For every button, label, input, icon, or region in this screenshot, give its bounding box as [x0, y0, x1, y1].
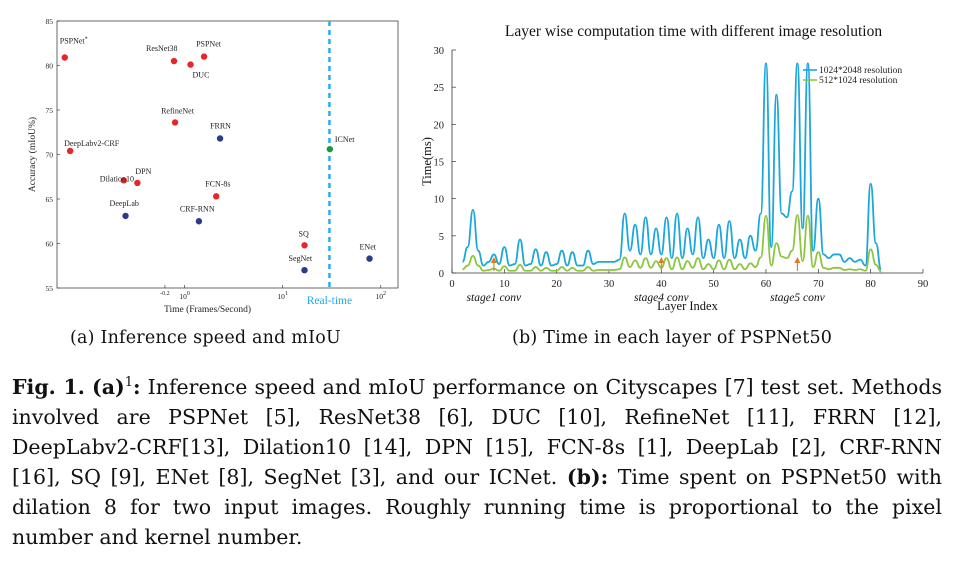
data-point-frrn: [216, 135, 224, 142]
legend-label: 1024*2048 resolution: [819, 66, 902, 76]
stage-arrow-head: [794, 257, 801, 263]
data-point-deeplabv2-crf: [66, 147, 74, 155]
data-point-icnet: [326, 145, 334, 153]
data-point-fcn-8s: [212, 193, 220, 200]
x-tick-label: 10: [499, 279, 510, 290]
x-axis-label: Layer Index: [657, 299, 718, 313]
point-label: PSPNet*: [60, 36, 88, 45]
x-tick-label: 60: [761, 279, 772, 290]
x-tick-label: 50: [708, 279, 719, 290]
y-tick-label: 10: [434, 195, 445, 206]
y-tick-label: 55: [46, 284, 54, 293]
point-label: ICNet: [335, 135, 355, 144]
realtime-label: Real-time: [307, 295, 352, 307]
stage-arrow-head: [490, 257, 497, 263]
point-label: DeepLabv2-CRF: [64, 139, 120, 148]
series-line-low-res: [462, 214, 882, 273]
caption-part-b: (b):: [566, 465, 609, 489]
point-label: SQ: [299, 229, 309, 238]
y-tick-label: 30: [434, 46, 445, 57]
data-point-pspnet: [61, 54, 68, 61]
caption-text-a: Inference speed and mIoU performance on …: [12, 375, 942, 489]
point-label: Dilation10: [100, 174, 134, 183]
point-label: SegNet: [289, 254, 313, 263]
data-point-duc: [187, 61, 194, 68]
chart-b-axes: Layer wise computation time with differe…: [420, 23, 928, 313]
data-point-resnet38: [170, 57, 178, 65]
line-chart: Layer wise computation time with differe…: [420, 23, 928, 313]
data-point-sq: [301, 242, 308, 249]
stage-label: stage1 conv: [467, 292, 523, 304]
point-label: PSPNet: [196, 40, 222, 49]
x-tick-label: 90: [918, 279, 929, 290]
y-tick-label: 5: [439, 232, 444, 243]
y-axis-label: Time(ms): [420, 137, 434, 186]
y-tick-label: 25: [434, 83, 445, 94]
legend-label: 512*1024 resolution: [819, 76, 898, 86]
y-tick-label: 20: [434, 120, 445, 131]
chart-title: Layer wise computation time with differe…: [505, 23, 882, 40]
stage-label: stage4 conv: [634, 292, 690, 304]
y-tick-label: 0: [439, 269, 444, 280]
point-label: CRF-RNN: [180, 204, 215, 213]
caption-text-b: Time spent on PSPNet50 with dilation 8 f…: [12, 465, 942, 549]
subfigure-caption-b: (b) Time in each layer of PSPNet50: [512, 328, 833, 348]
data-point-pspnet: [200, 53, 208, 60]
x-axis-label: Time (Frames/Second): [164, 304, 251, 315]
data-point-dilation10: [120, 177, 128, 184]
point-label: FCN-8s: [205, 179, 230, 188]
x-tick-label: 102: [375, 291, 386, 301]
x-tick-label: 40: [656, 279, 667, 290]
y-tick-label: 80: [46, 62, 54, 71]
x-tick-label: 0: [449, 279, 454, 290]
y-tick-label: 15: [434, 158, 445, 169]
plot-frame: [56, 20, 399, 289]
stage-label: stage5 conv: [770, 292, 826, 304]
point-label: FRRN: [210, 121, 231, 130]
y-tick-label: 65: [46, 195, 54, 204]
point-label: DUC: [193, 71, 210, 80]
x-tick-label: 70: [813, 279, 824, 290]
x-tick-label: 80: [865, 279, 876, 290]
x-tick-label: 30: [604, 279, 615, 290]
data-point-crf-rnn: [195, 218, 203, 225]
subfigure-caption-a: (a) Inference speed and mIoU: [70, 328, 341, 348]
point-label: ENet: [360, 243, 377, 252]
point-label: ResNet38: [146, 44, 178, 53]
data-point-dpn: [134, 179, 141, 187]
figure-caption: Fig. 1. (a)1: Inference speed and mIoU p…: [12, 375, 942, 549]
caption-part-a: (a): [92, 375, 125, 399]
point-label: DPN: [135, 167, 151, 176]
y-tick-label: 75: [46, 106, 54, 115]
chart-a-axes: 55 60 65 70 75 80 85 -0.2 100 101 102 Time (Frames/…: [27, 17, 399, 315]
point-label: RefineNet: [161, 106, 195, 115]
x-tick-label: 101: [277, 291, 288, 301]
chart-a-marks: Real-time PSPNet* ResNet38 PSPNet DUC RefineN…: [60, 21, 377, 307]
stage-arrow-head: [658, 257, 665, 263]
figure-label: Fig. 1.: [12, 375, 85, 399]
x-tick-label: -0.2: [160, 291, 170, 297]
footnote-mark: 1: [124, 375, 133, 391]
x-tick-label: 100: [179, 291, 190, 301]
series-line-high-res: [461, 62, 883, 271]
y-tick-label: 85: [46, 17, 54, 26]
point-label: DeepLab: [110, 199, 139, 208]
data-point-enet: [366, 255, 373, 262]
x-tick-label: 20: [551, 279, 562, 290]
data-point-deeplab: [122, 212, 129, 220]
y-tick-label: 60: [46, 240, 54, 249]
y-axis-label: Accuracy (mIoU%): [27, 117, 38, 192]
y-tick-label: 70: [46, 151, 54, 160]
scatter-chart: 55 60 65 70 75 80 85 -0.2 100 101 102 Time (Frames/…: [27, 17, 399, 315]
data-point-refinenet: [171, 119, 179, 126]
data-point-segnet: [301, 267, 308, 274]
